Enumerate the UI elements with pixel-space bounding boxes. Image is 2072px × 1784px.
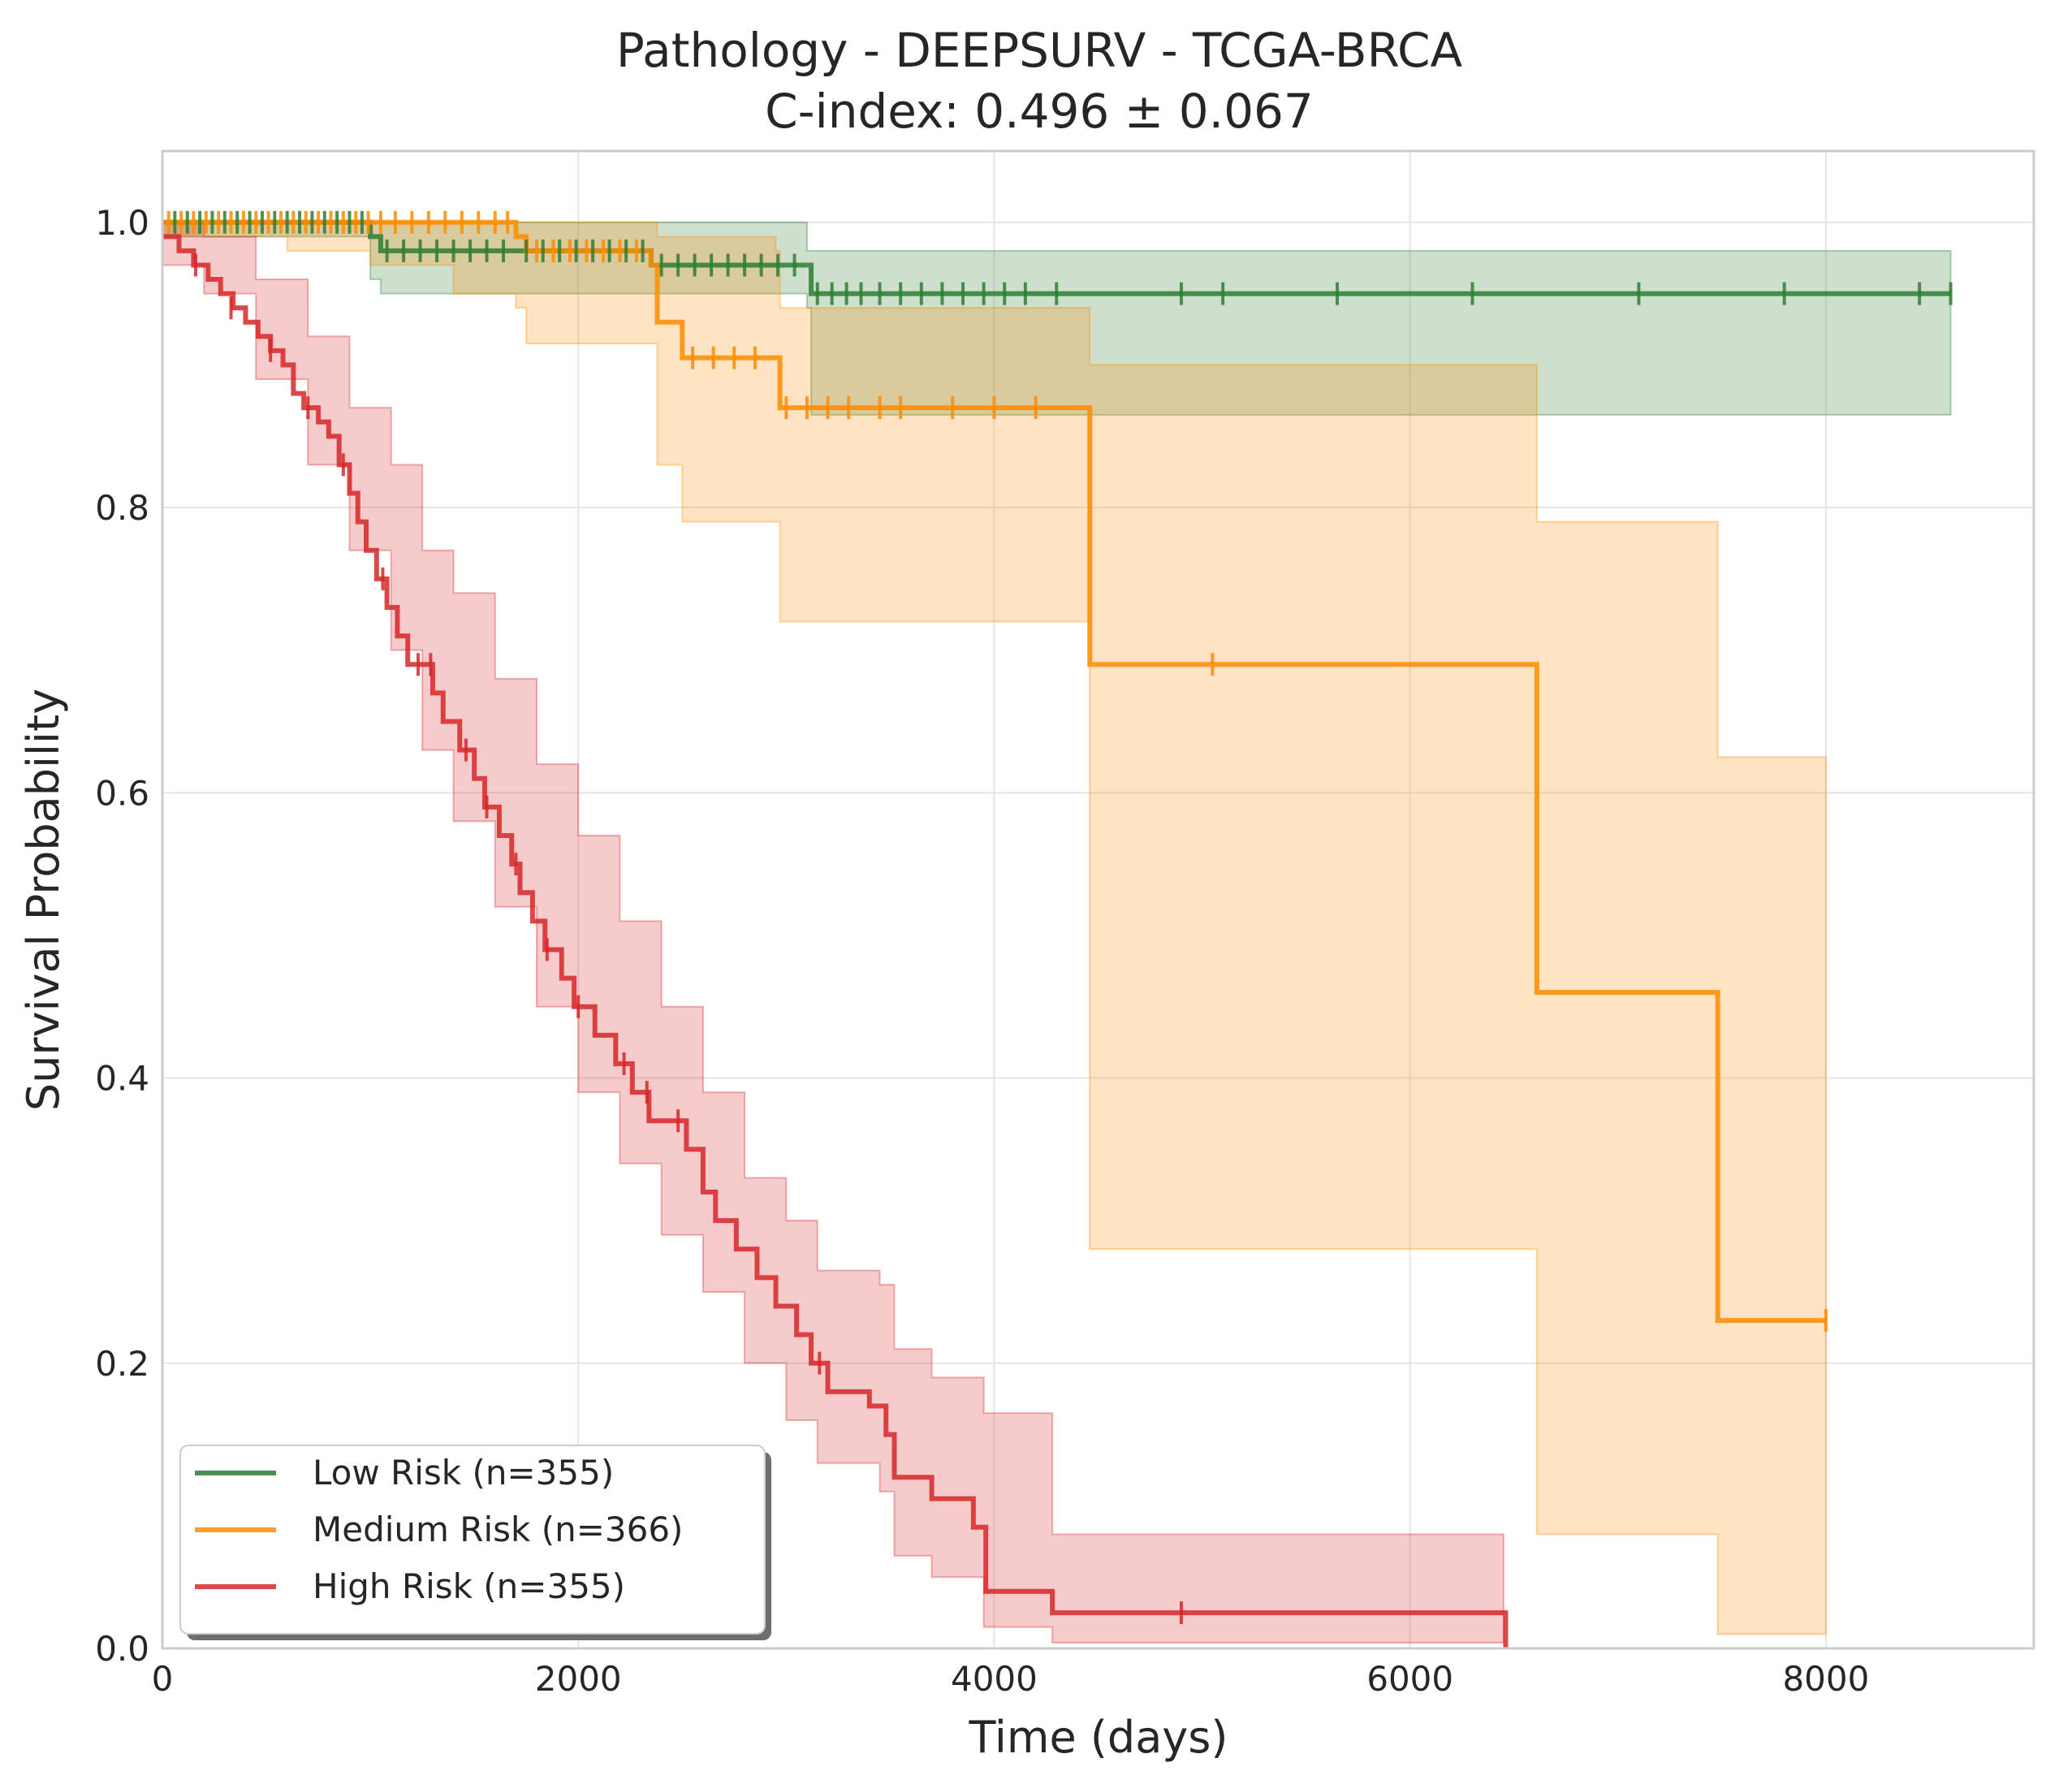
y-axis-ticks: 0.0 0.2 0.4 0.6 0.8 1.0 (95, 203, 149, 1669)
chart-subtitle: C-index: 0.496 ± 0.067 (765, 84, 1314, 139)
x-tick-label: 6000 (1366, 1659, 1453, 1699)
legend-entry: Medium Risk (n=366) (313, 1510, 683, 1549)
censor-marks (166, 210, 1953, 1625)
y-tick-label: 0.6 (95, 773, 149, 813)
legend: Low Risk (n=355) Medium Risk (n=366) High … (179, 1445, 771, 1640)
x-tick-label: 4000 (951, 1659, 1038, 1699)
y-axis-label: Survival Probability (18, 689, 69, 1111)
chart-title: Pathology - DEEPSURV - TCGA-BRCA (616, 23, 1463, 78)
x-axis-label: Time (days) (969, 1712, 1228, 1763)
legend-entry: Low Risk (n=355) (313, 1453, 614, 1492)
x-tick-label: 8000 (1782, 1659, 1869, 1699)
y-tick-label: 0.4 (95, 1059, 149, 1099)
ci-band-series-1 (162, 221, 1827, 1635)
legend-box (179, 1445, 766, 1635)
ci-band-series-0 (162, 221, 1952, 416)
y-tick-label: 0.8 (95, 488, 149, 528)
confidence-bands (162, 221, 1952, 1644)
legend-entry: High Risk (n=355) (313, 1566, 625, 1606)
x-axis-ticks: 0 2000 4000 6000 8000 (152, 1659, 1870, 1699)
y-tick-label: 0.0 (95, 1629, 149, 1669)
x-tick-label: 2000 (535, 1659, 622, 1699)
y-tick-label: 0.2 (95, 1344, 149, 1384)
x-tick-label: 0 (152, 1659, 174, 1699)
survival-line-series-2 (162, 234, 1509, 1648)
plot-frame (161, 149, 2035, 1650)
y-tick-label: 1.0 (95, 203, 149, 243)
